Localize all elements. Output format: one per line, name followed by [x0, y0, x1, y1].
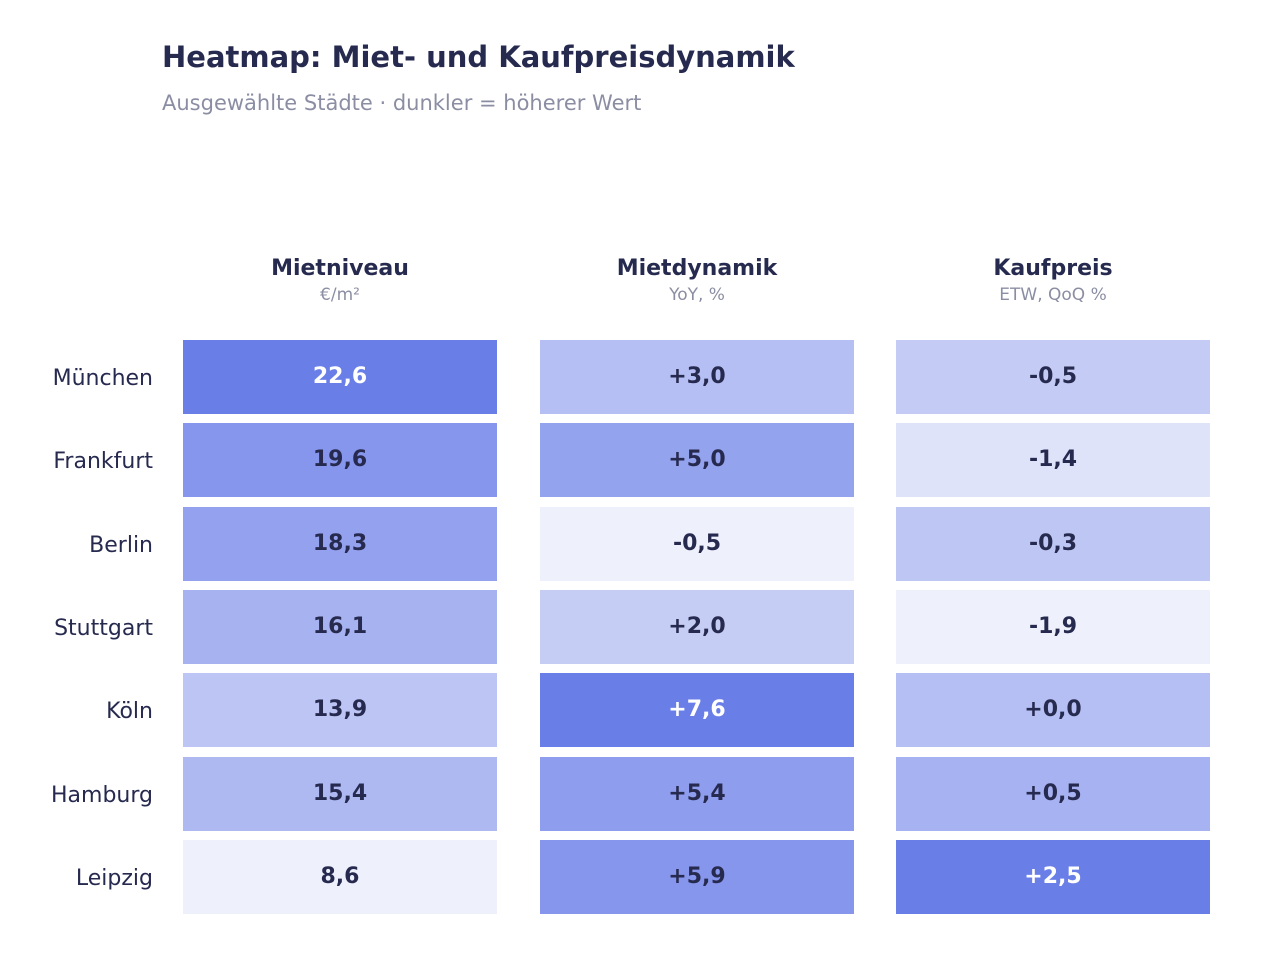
- heatmap-cell: +2,5: [896, 840, 1210, 914]
- row-label: Leipzig: [75, 866, 153, 891]
- chart-title: Heatmap: Miet- und Kaufpreisdynamik: [162, 40, 795, 74]
- row-label: Köln: [106, 699, 153, 724]
- heatmap-cell: 22,6: [183, 340, 497, 414]
- heatmap-cell: 8,6: [183, 840, 497, 914]
- heatmap-cell: +0,5: [896, 757, 1210, 831]
- heatmap-cell: -1,9: [896, 590, 1210, 664]
- heatmap-cell: -1,4: [896, 423, 1210, 497]
- column-unit: YoY, %: [669, 285, 725, 305]
- column-unit: ETW, QoQ %: [999, 285, 1107, 305]
- heatmap-cell: -0,5: [540, 507, 854, 581]
- column-title: Kaufpreis: [993, 256, 1113, 281]
- row-label: München: [52, 366, 153, 391]
- chart-subtitle: Ausgewählte Städte · dunkler = höherer W…: [162, 91, 642, 115]
- heatmap-cell: 15,4: [183, 757, 497, 831]
- heatmap-cell: +0,0: [896, 673, 1210, 747]
- heatmap-cell: +5,9: [540, 840, 854, 914]
- column-title: Mietniveau: [271, 256, 409, 281]
- row-label: Berlin: [89, 533, 153, 558]
- heatmap-cell: 16,1: [183, 590, 497, 664]
- heatmap-cell: +3,0: [540, 340, 854, 414]
- heatmap-cell: +2,0: [540, 590, 854, 664]
- heatmap-cell: -0,5: [896, 340, 1210, 414]
- column-unit: €/m²: [320, 285, 360, 305]
- column-header-0: Mietniveau €/m²: [183, 255, 497, 307]
- heatmap-cell: +5,4: [540, 757, 854, 831]
- row-label: Frankfurt: [53, 449, 153, 474]
- heatmap-cell: 19,6: [183, 423, 497, 497]
- column-title: Mietdynamik: [616, 256, 778, 281]
- heatmap-cell: -0,3: [896, 507, 1210, 581]
- column-header-2: Kaufpreis ETW, QoQ %: [896, 255, 1210, 307]
- heatmap-cell: 18,3: [183, 507, 497, 581]
- heatmap-cell: +5,0: [540, 423, 854, 497]
- row-label: Hamburg: [51, 783, 153, 808]
- row-label: Stuttgart: [54, 616, 153, 641]
- heatmap-cell: +7,6: [540, 673, 854, 747]
- column-header-1: Mietdynamik YoY, %: [540, 255, 854, 307]
- heatmap-cell: 13,9: [183, 673, 497, 747]
